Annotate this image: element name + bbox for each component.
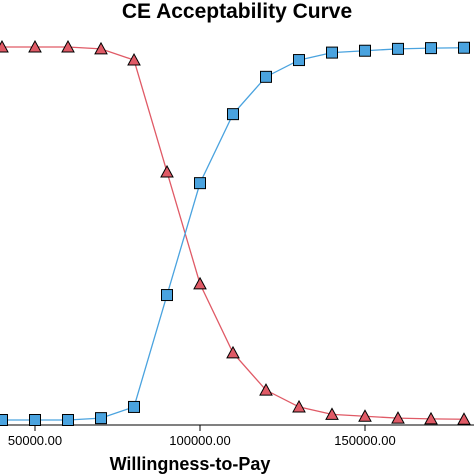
x-tick-label: 100000.00 xyxy=(169,433,230,448)
data-point xyxy=(325,407,339,420)
data-point xyxy=(160,164,174,178)
data-point xyxy=(326,46,338,59)
data-point xyxy=(128,400,140,413)
data-point xyxy=(260,70,272,83)
data-point xyxy=(292,399,306,413)
data-point xyxy=(392,42,404,55)
series-line xyxy=(2,46,465,420)
series-layer xyxy=(0,39,471,426)
data-point xyxy=(0,414,8,426)
data-point xyxy=(424,411,438,425)
data-point xyxy=(391,411,405,424)
data-point xyxy=(194,177,206,190)
series-line xyxy=(2,47,465,421)
data-point xyxy=(62,414,74,426)
data-point xyxy=(94,41,108,55)
data-point xyxy=(259,383,273,396)
data-point xyxy=(61,39,75,53)
data-point xyxy=(193,276,207,290)
x-axis-label: Willingness-to-Pay xyxy=(110,454,271,474)
data-point xyxy=(226,345,240,359)
x-tick-label: 150000.00 xyxy=(334,433,395,448)
data-point xyxy=(293,54,305,67)
data-point xyxy=(227,108,239,121)
data-point xyxy=(127,53,141,66)
data-point xyxy=(29,414,41,426)
series-2 xyxy=(0,41,470,426)
data-point xyxy=(359,44,371,57)
x-tick-label: 50000.00 xyxy=(8,433,62,448)
data-point xyxy=(161,289,173,302)
data-point xyxy=(458,41,470,54)
data-point xyxy=(358,409,372,422)
data-point xyxy=(457,412,471,425)
series-1 xyxy=(0,39,471,425)
data-point xyxy=(95,412,107,425)
data-point xyxy=(28,39,42,53)
data-point xyxy=(0,39,9,53)
data-point xyxy=(425,42,437,55)
x-ticks: 50000.00 100000.00 150000.00 xyxy=(8,425,396,448)
chart-title: CE Acceptability Curve xyxy=(122,0,352,23)
